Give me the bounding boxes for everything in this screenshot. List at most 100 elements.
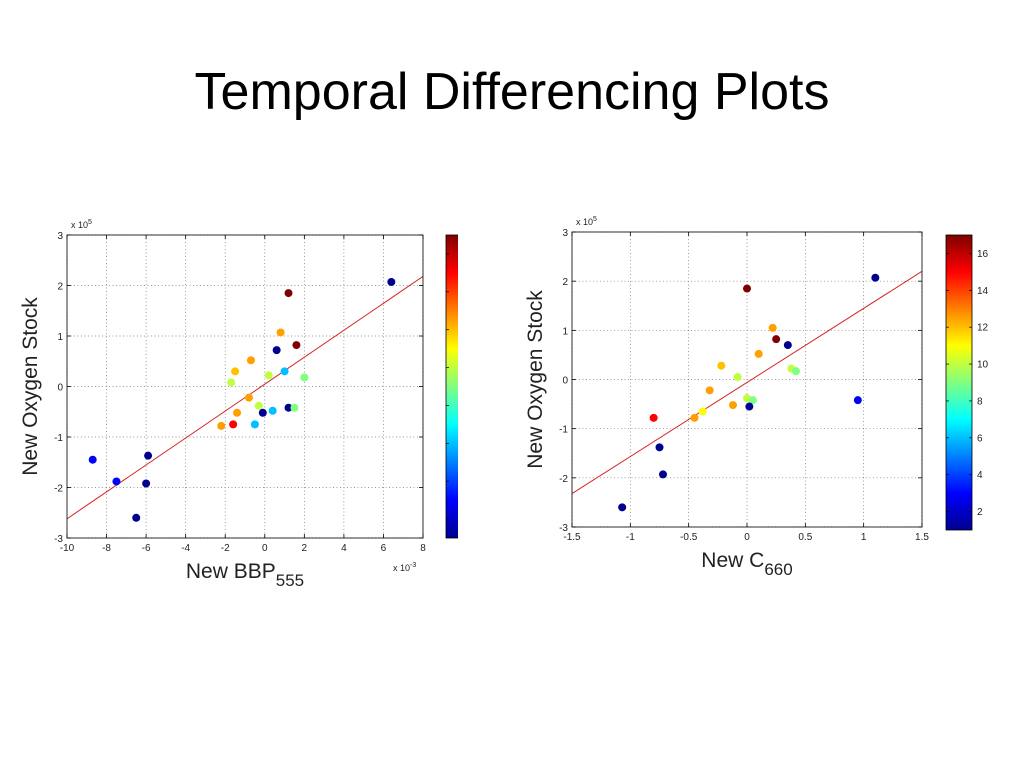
y-tick-label: 1 — [562, 326, 568, 337]
x-tick-label: 4 — [341, 543, 347, 554]
data-point — [754, 349, 763, 358]
data-point — [264, 371, 273, 380]
x-tick-label: -2 — [221, 543, 230, 554]
data-point — [300, 373, 309, 382]
data-point — [659, 470, 667, 479]
x-tick-label: -0.5 — [680, 532, 698, 543]
y-exponent-label: x 105 — [576, 216, 597, 227]
colorbar — [445, 234, 471, 539]
regression-line — [572, 270, 922, 494]
colorbar-tick-label: 14 — [977, 286, 989, 297]
plot-area — [67, 235, 423, 538]
data-point — [227, 378, 236, 387]
data-point — [792, 367, 800, 376]
x-tick-label: 0.5 — [798, 532, 812, 543]
x-tick-label: -1.5 — [563, 532, 581, 543]
x-tick-label: 0 — [744, 532, 750, 543]
y-tick-label: 3 — [57, 231, 63, 242]
colorbar — [945, 234, 973, 531]
data-point — [229, 420, 238, 429]
colorbar-tick-label: 10 — [977, 360, 989, 371]
y-axis-label: New Oxygen Stock — [524, 290, 547, 469]
y-tick-label: -3 — [559, 523, 568, 534]
colorbar-tick-label: 12 — [977, 323, 989, 334]
data-point — [690, 413, 699, 422]
data-point — [743, 284, 751, 293]
data-point — [698, 407, 707, 416]
colorbar-tick-label: 16 — [977, 249, 989, 260]
data-point — [258, 408, 267, 417]
left-chart-panel: -10 -8 -6 -4 -2 0 2 4 6 8 -3 -2 -1 0 1 2 3 x 105 x 10-3 New… — [18, 205, 487, 605]
y-tick-label: 1 — [57, 332, 63, 343]
data-point — [142, 479, 151, 488]
data-point — [292, 341, 301, 350]
x-tick-label: 1 — [861, 532, 867, 543]
data-point — [705, 386, 714, 395]
data-point — [112, 477, 121, 486]
data-point — [387, 277, 396, 286]
data-point — [284, 289, 293, 298]
x-tick-label: 6 — [381, 543, 387, 554]
data-point — [783, 341, 792, 350]
data-point — [655, 443, 664, 452]
x-tick-label: -10 — [60, 543, 75, 554]
data-point — [618, 503, 627, 512]
data-point — [280, 367, 289, 376]
y-tick-label: -3 — [54, 534, 63, 545]
data-point — [276, 328, 285, 337]
data-point — [729, 401, 737, 410]
x-exponent-label: x 10-3 — [393, 562, 416, 573]
slide-title: Temporal Differencing Plots — [194, 63, 830, 121]
colorbar-tick-label: 6 — [977, 433, 983, 444]
y-tick-label: -2 — [559, 474, 568, 485]
y-tick-label: 2 — [562, 277, 568, 288]
colorbar-tick-label: 4 — [977, 470, 983, 481]
x-tick-label: 2 — [302, 543, 308, 554]
data-point — [284, 403, 293, 412]
right-chart-panel: -1.5 -1 -0.5 0 0.5 1 1.5 -3 -2 -1 0 1 2 3 x 105 New C66… — [520, 205, 1000, 605]
data-point — [231, 367, 240, 376]
data-point — [649, 413, 658, 422]
y-tick-label: -1 — [54, 433, 63, 444]
data-point — [244, 393, 253, 402]
data-point — [290, 403, 299, 412]
y-tick-label: 3 — [562, 228, 568, 239]
data-point — [246, 356, 255, 365]
x-axis-label: New BBP555 — [186, 560, 304, 590]
data-point — [717, 361, 726, 370]
x-tick-label: -4 — [181, 543, 190, 554]
y-tick-label: -1 — [559, 425, 568, 436]
y-tick-label: 0 — [57, 383, 63, 394]
colorbar-tick-label: 8 — [977, 396, 983, 407]
y-exponent-label: x 105 — [71, 219, 92, 230]
y-tick-label: -2 — [54, 484, 63, 495]
x-tick-label: 0 — [262, 543, 268, 554]
x-tick-label: -1 — [626, 532, 635, 543]
x-tick-label: 8 — [420, 543, 426, 554]
colorbar-tick-label: 2 — [977, 507, 983, 518]
data-point — [250, 420, 259, 429]
x-tick-label: -8 — [102, 543, 111, 554]
data-point — [768, 323, 777, 332]
data-point — [268, 406, 277, 415]
data-point — [772, 335, 781, 344]
data-point — [132, 513, 141, 522]
y-axis-label: New Oxygen Stock — [19, 297, 42, 476]
data-point — [745, 402, 754, 411]
data-point — [254, 401, 263, 410]
data-point — [233, 408, 242, 417]
y-tick-label: 0 — [562, 376, 568, 387]
x-axis-label: New C660 — [701, 549, 792, 579]
data-point — [853, 396, 862, 405]
data-point — [748, 396, 757, 405]
data-point — [871, 273, 880, 282]
x-tick-label: 1.5 — [915, 532, 929, 543]
data-point — [733, 373, 742, 382]
data-point — [217, 421, 226, 430]
data-point — [144, 451, 153, 460]
x-tick-label: -6 — [142, 543, 151, 554]
data-point — [272, 346, 281, 355]
y-tick-label: 2 — [57, 282, 63, 293]
